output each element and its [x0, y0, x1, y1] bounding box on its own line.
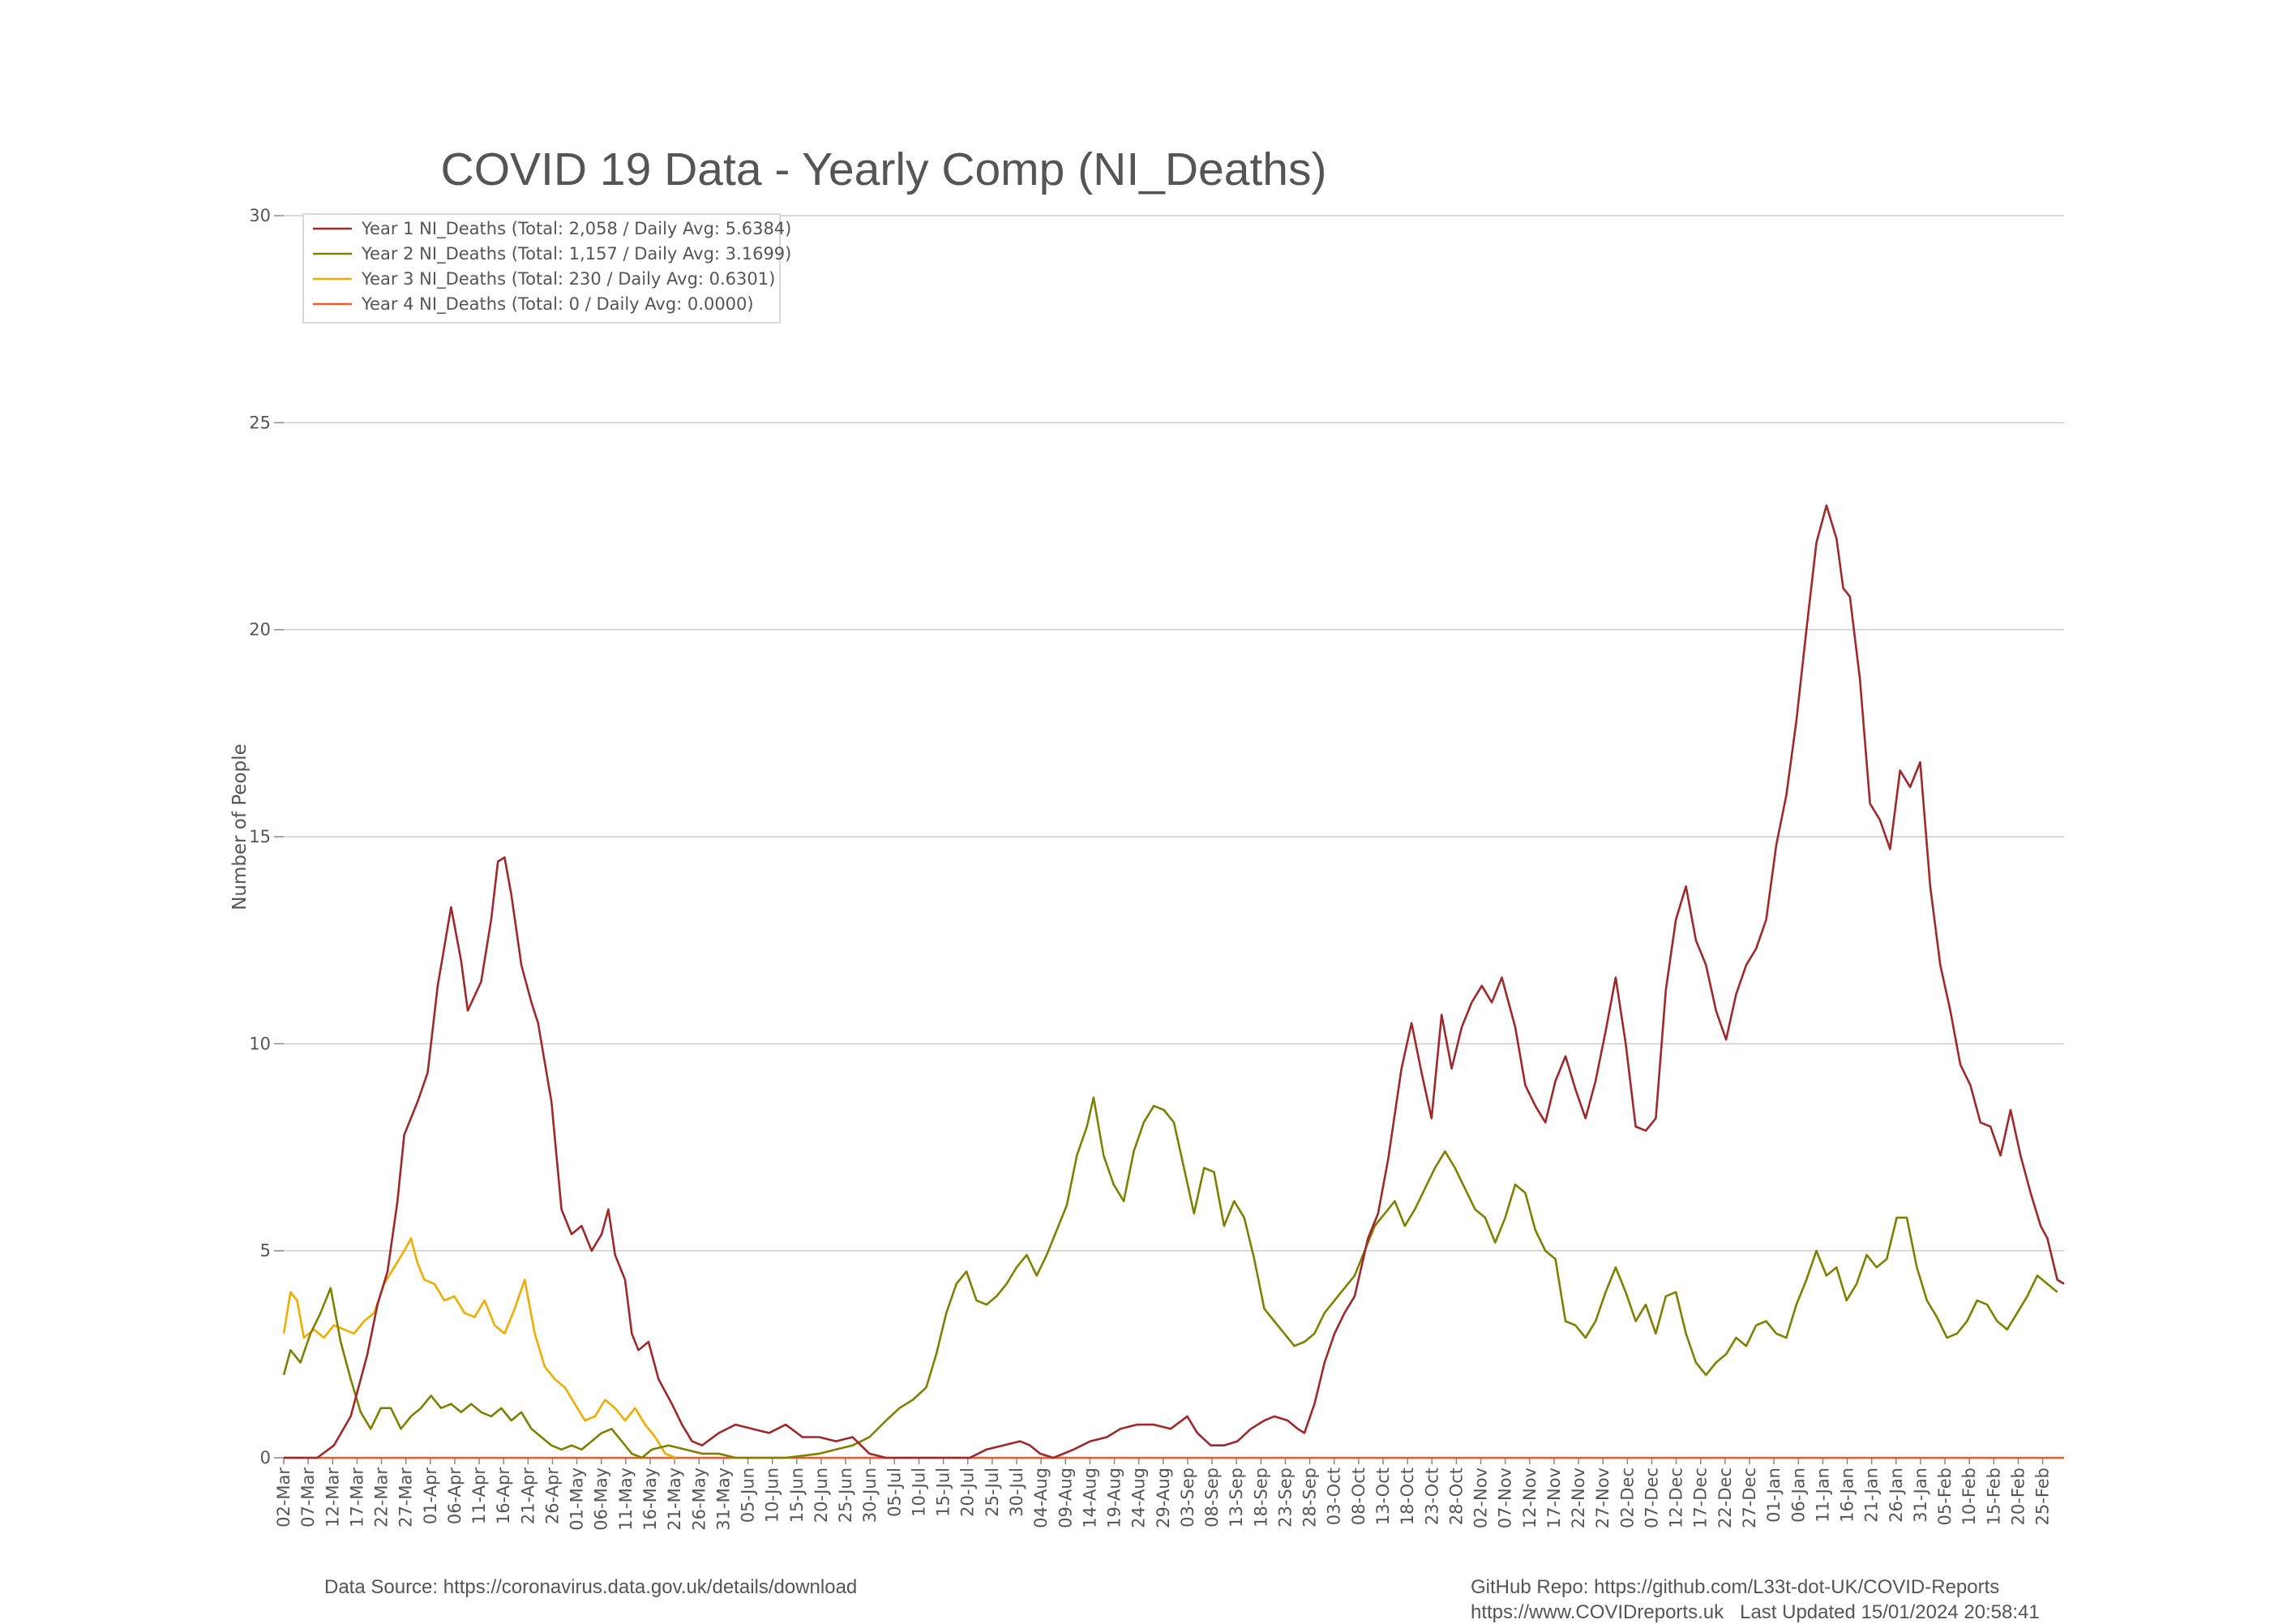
x-tick-label: 15-Jul	[934, 1468, 953, 1517]
x-tick-label: 07-Dec	[1642, 1468, 1661, 1528]
x-tick-label: 30-Jun	[860, 1468, 880, 1523]
x-tick-label: 25-Jun	[836, 1468, 855, 1523]
x-tick-label: 10-Feb	[1959, 1468, 1979, 1525]
x-tick-label: 17-Nov	[1544, 1468, 1564, 1528]
legend: Year 1 NI_Deaths (Total: 2,058 / Daily A…	[302, 213, 791, 324]
x-tick-label: 13-Sep	[1227, 1468, 1246, 1528]
x-tick-label: 22-Dec	[1715, 1468, 1735, 1528]
x-tick-label: 10-Jul	[909, 1468, 928, 1517]
x-tick-label: 04-Aug	[1031, 1468, 1051, 1528]
x-tick-label: 21-May	[665, 1468, 684, 1531]
x-tick-label: 17-Mar	[347, 1468, 366, 1528]
x-axis: 02-Mar 07-Mar 12-Mar 17-Mar 22-Mar 27-Mar 01-A…	[274, 1457, 2064, 1531]
series-line-year-2	[282, 1096, 2058, 1459]
x-tick-label: 11-May	[616, 1468, 636, 1531]
y-tick-label: 5	[260, 1241, 271, 1261]
legend-entry-year-2: Year 2 NI_Deaths (Total: 1,157 / Daily A…	[361, 244, 791, 264]
x-tick-label: 21-Jan	[1862, 1468, 1882, 1523]
x-tick-label: 25-Jul	[983, 1468, 1002, 1517]
x-tick-label: 01-Apr	[421, 1468, 440, 1525]
series-line-year-1	[284, 504, 2065, 1459]
x-tick-label: 25-Feb	[2033, 1468, 2053, 1525]
legend-entry-year-3: Year 3 NI_Deaths (Total: 230 / Daily Avg…	[361, 269, 775, 289]
x-tick-label: 24-Aug	[1129, 1468, 1149, 1528]
x-tick-label: 06-May	[592, 1468, 611, 1531]
x-tick-label: 01-Jan	[1764, 1468, 1784, 1523]
x-tick-label: 01-May	[568, 1468, 587, 1531]
x-tick-label: 27-Mar	[396, 1468, 416, 1528]
x-tick-label: 07-Nov	[1496, 1468, 1515, 1528]
y-tick-label: 10	[249, 1034, 271, 1053]
series-lines	[282, 504, 2065, 1459]
x-tick-label: 28-Oct	[1446, 1468, 1466, 1525]
x-tick-label: 08-Oct	[1349, 1468, 1368, 1525]
x-tick-label: 05-Jul	[884, 1468, 904, 1517]
x-tick-label: 20-Jun	[812, 1468, 831, 1523]
y-tick-label: 20	[249, 620, 271, 640]
y-tick-label: 30	[249, 206, 271, 225]
data-source-note: Data Source: https://coronavirus.data.go…	[324, 1576, 858, 1598]
x-tick-label: 05-Jun	[739, 1468, 758, 1523]
x-tick-label: 06-Apr	[445, 1468, 465, 1525]
x-tick-label: 22-Nov	[1569, 1468, 1588, 1528]
x-tick-label: 20-Feb	[2008, 1468, 2028, 1525]
x-tick-label: 17-Dec	[1691, 1468, 1711, 1528]
x-tick-label: 27-Nov	[1593, 1468, 1613, 1528]
x-tick-label: 12-Nov	[1520, 1468, 1540, 1528]
x-tick-label: 31-Jan	[1911, 1468, 1930, 1523]
x-tick-label: 03-Sep	[1178, 1468, 1197, 1528]
x-tick-label: 14-Aug	[1080, 1468, 1099, 1528]
x-tick-label: 02-Nov	[1471, 1468, 1491, 1528]
x-tick-label: 13-Oct	[1373, 1468, 1393, 1525]
legend-entry-year-1: Year 1 NI_Deaths (Total: 2,058 / Daily A…	[361, 219, 791, 239]
y-tick-label: 25	[249, 413, 271, 432]
x-tick-label: 15-Feb	[1984, 1468, 2003, 1525]
x-tick-label: 10-Jun	[763, 1468, 782, 1523]
x-tick-label: 15-Jun	[787, 1468, 807, 1523]
x-tick-label: 12-Dec	[1667, 1468, 1686, 1528]
x-tick-label: 18-Sep	[1251, 1468, 1270, 1528]
x-tick-label: 23-Sep	[1275, 1468, 1295, 1528]
x-tick-label: 03-Oct	[1325, 1468, 1344, 1525]
x-tick-label: 16-Apr	[494, 1468, 513, 1525]
x-tick-label: 22-Mar	[372, 1468, 392, 1528]
y-axis-label: Number of People	[229, 743, 251, 911]
x-tick-label: 26-Jan	[1887, 1468, 1906, 1523]
x-tick-label: 11-Jan	[1813, 1468, 1832, 1523]
x-tick-label: 30-Jul	[1007, 1468, 1026, 1517]
x-tick-label: 20-Jul	[958, 1468, 978, 1517]
x-tick-label: 05-Feb	[1935, 1468, 1955, 1525]
legend-entry-year-4: Year 4 NI_Deaths (Total: 0 / Daily Avg: …	[361, 294, 754, 315]
site-updated-note: https://www.COVIDreports.uk Last Updated…	[1471, 1601, 2040, 1623]
x-tick-label: 23-Oct	[1422, 1468, 1441, 1525]
series-line-year-3	[282, 1237, 676, 1459]
x-tick-label: 26-Apr	[542, 1468, 562, 1525]
x-tick-label: 02-Mar	[274, 1468, 293, 1528]
legend-box	[302, 213, 781, 324]
x-tick-label: 12-Mar	[323, 1468, 342, 1528]
x-tick-label: 08-Sep	[1202, 1468, 1222, 1528]
chart-title: COVID 19 Data - Yearly Comp (NI_Deaths)	[441, 144, 1327, 195]
x-tick-label: 09-Aug	[1056, 1468, 1075, 1528]
x-tick-label: 06-Jan	[1788, 1468, 1808, 1523]
x-tick-label: 27-Dec	[1740, 1468, 1759, 1528]
x-tick-label: 18-Oct	[1398, 1468, 1417, 1525]
github-repo-note: GitHub Repo: https://github.com/L33t-dot…	[1471, 1576, 2000, 1598]
x-tick-label: 31-May	[713, 1468, 733, 1531]
x-tick-label: 19-Aug	[1105, 1468, 1124, 1528]
y-axis-ticks: 0 5 10 15 20 25 30	[249, 206, 284, 1468]
x-tick-label: 16-Jan	[1838, 1468, 1857, 1523]
x-tick-label: 28-Sep	[1300, 1468, 1320, 1528]
x-tick-label: 16-May	[640, 1468, 660, 1531]
x-tick-label: 26-May	[689, 1468, 709, 1531]
x-tick-label: 21-Apr	[518, 1468, 538, 1525]
y-tick-label: 15	[249, 827, 271, 846]
grid-lines	[284, 215, 2064, 1459]
x-tick-label: 11-Apr	[469, 1468, 489, 1525]
x-tick-label: 07-Mar	[298, 1468, 318, 1528]
x-tick-label: 29-Aug	[1154, 1468, 1173, 1528]
x-tick-label: 02-Dec	[1617, 1468, 1637, 1528]
y-tick-label: 0	[260, 1448, 271, 1468]
